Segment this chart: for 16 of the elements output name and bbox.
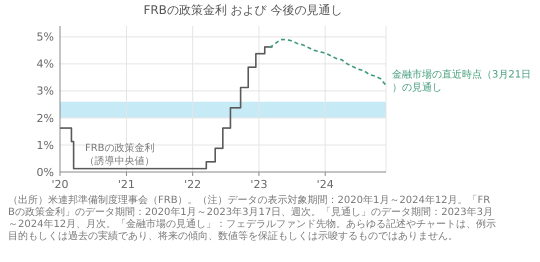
x-tick-label: '20	[51, 178, 69, 191]
y-tick-label: 1%	[36, 138, 54, 152]
series-label: 金融市場の直近時点（3月21日）の見通し	[392, 68, 532, 94]
series-label: FRBの政策金利（誘導中央値）	[84, 142, 155, 167]
y-tick-label: 4%	[36, 58, 54, 71]
y-tick-label: 0%	[36, 166, 54, 179]
x-tick-label: '22	[184, 178, 202, 191]
text: （出所）米連邦準備制度理事会（FRB）。（注）データの表示対象期間：2020年1月～2024年12月。「FRBの政策金利」のデータ期間：2020年1月～2023年3月17日、週次。「見通し」のデータ期間：2023年3月～2024年12月、月次。「金融市場の見通し」：フェデラルファンド先物。あらゆる記述やチャートは、例示目的もしくは過去の実績であり、将来の傾向、数値等を保証もしくは示唆するものではありません。	[8, 194, 496, 242]
x-tick-label: '23	[250, 178, 268, 191]
y-tick-label: 3%	[36, 84, 54, 98]
chart-title: FRBの政策金利 および 今後の見通し	[143, 3, 343, 17]
y-tick-label: 5%	[36, 30, 54, 44]
y-tick-label: 2%	[36, 112, 54, 125]
x-tick-label: '21	[118, 178, 135, 191]
line-series	[268, 38, 387, 86]
x-tick-label: '24	[316, 178, 334, 191]
